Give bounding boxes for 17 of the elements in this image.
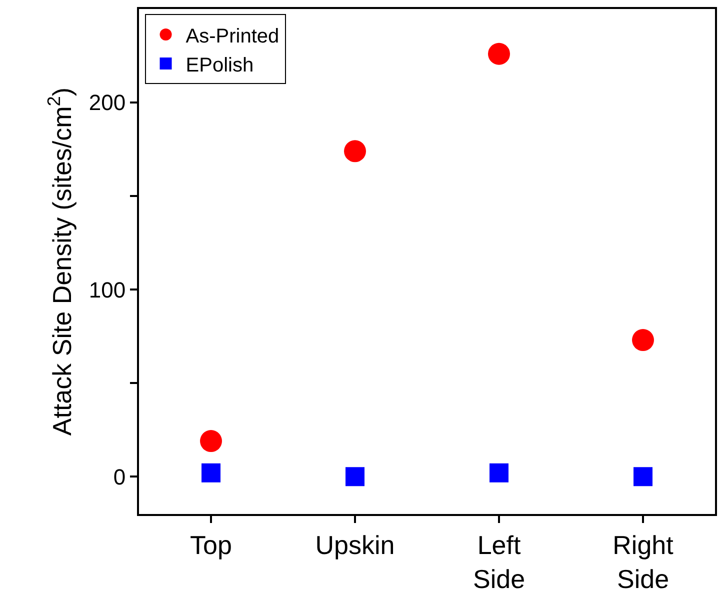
y-tick-label: 200 <box>88 90 126 116</box>
x-tick-label: Left Side <box>472 530 526 594</box>
point <box>202 463 220 482</box>
point <box>488 42 510 65</box>
point <box>200 430 222 452</box>
point <box>632 329 654 352</box>
point <box>344 140 366 162</box>
x-tick-label: Right Side <box>612 530 674 594</box>
legend-label: EPolish <box>186 54 254 76</box>
y-tick-label: 100 <box>88 277 126 302</box>
y-tick-label: 0 <box>113 464 126 490</box>
point <box>490 463 508 482</box>
point <box>634 467 652 486</box>
point <box>346 467 364 486</box>
legend-label: As-Printed <box>186 25 280 48</box>
x-tick-label: Top <box>190 530 232 560</box>
x-tick-label: Upskin <box>315 530 395 560</box>
